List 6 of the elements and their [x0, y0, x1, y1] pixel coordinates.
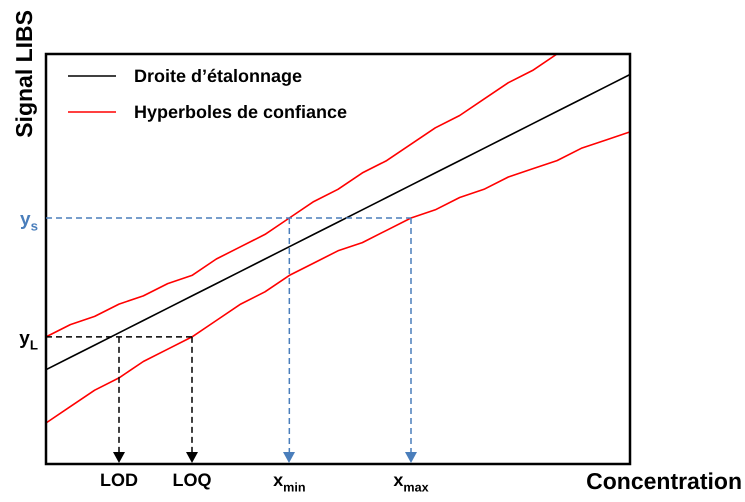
legend-label: Hyperboles de confiance — [134, 102, 348, 122]
x-tick-label: LOD — [100, 470, 138, 490]
y-axis-title: Signal LIBS — [11, 10, 37, 138]
legend-label: Droite d’étalonnage — [134, 66, 302, 86]
x-axis-title: Concentration — [586, 468, 742, 494]
x-tick-label: LOQ — [172, 470, 212, 490]
